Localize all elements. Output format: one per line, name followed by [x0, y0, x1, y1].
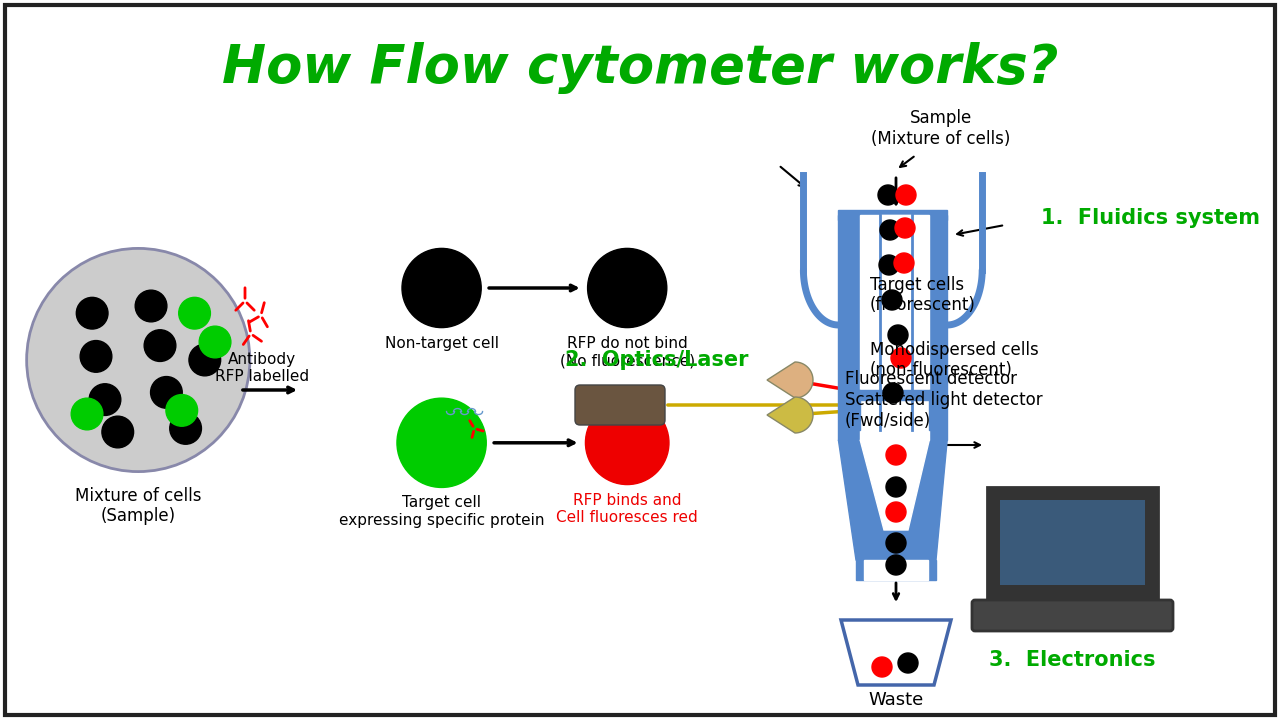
Circle shape [77, 297, 108, 329]
Circle shape [886, 477, 906, 497]
Polygon shape [860, 215, 929, 440]
Circle shape [402, 248, 481, 328]
Text: Waste: Waste [868, 691, 924, 709]
Circle shape [170, 413, 201, 444]
Circle shape [588, 248, 667, 328]
Circle shape [397, 398, 486, 487]
Polygon shape [838, 215, 860, 440]
Circle shape [136, 290, 166, 322]
Circle shape [895, 218, 915, 238]
Polygon shape [841, 620, 951, 685]
Text: 3.  Electronics: 3. Electronics [988, 650, 1156, 670]
Circle shape [27, 248, 250, 472]
Text: Mixture of cells
(Sample): Mixture of cells (Sample) [76, 487, 201, 526]
Text: 1.  Fluidics system: 1. Fluidics system [1041, 208, 1260, 228]
Text: RFP do not bind
(No fluorescence): RFP do not bind (No fluorescence) [559, 336, 695, 368]
Circle shape [90, 384, 120, 415]
Circle shape [882, 290, 902, 310]
Circle shape [72, 398, 102, 430]
Polygon shape [864, 560, 928, 580]
Circle shape [896, 185, 916, 205]
Polygon shape [929, 390, 937, 430]
Text: Target cells
(fluorescent): Target cells (fluorescent) [870, 276, 975, 315]
Text: RFP binds and
Cell fluoresces red: RFP binds and Cell fluoresces red [557, 492, 698, 525]
FancyBboxPatch shape [972, 600, 1172, 631]
Circle shape [891, 348, 911, 368]
Circle shape [878, 185, 899, 205]
Text: How Flow cytometer works?: How Flow cytometer works? [221, 42, 1059, 94]
Polygon shape [852, 390, 860, 430]
Circle shape [81, 341, 111, 372]
Polygon shape [860, 440, 929, 530]
Circle shape [893, 253, 914, 273]
Circle shape [899, 653, 918, 673]
Circle shape [102, 416, 133, 448]
Text: Sample
(Mixture of cells): Sample (Mixture of cells) [872, 109, 1011, 148]
Polygon shape [838, 440, 947, 560]
FancyBboxPatch shape [1000, 500, 1146, 585]
Circle shape [872, 657, 892, 677]
Polygon shape [856, 560, 936, 580]
Circle shape [888, 325, 908, 345]
Circle shape [200, 326, 230, 358]
Circle shape [151, 377, 182, 408]
Circle shape [886, 555, 906, 575]
Text: Antibody
RFP labelled: Antibody RFP labelled [215, 352, 308, 384]
Text: Target cell
expressing specific protein: Target cell expressing specific protein [339, 495, 544, 528]
Text: Monodispersed cells
(non-fluorescent): Monodispersed cells (non-fluorescent) [870, 341, 1039, 379]
Circle shape [883, 383, 902, 403]
Polygon shape [767, 397, 813, 433]
Polygon shape [767, 362, 813, 398]
Circle shape [886, 445, 906, 465]
Circle shape [585, 401, 669, 485]
Circle shape [886, 502, 906, 522]
Circle shape [145, 330, 175, 361]
FancyBboxPatch shape [987, 487, 1158, 598]
Polygon shape [852, 390, 937, 400]
Circle shape [879, 255, 899, 275]
Circle shape [179, 297, 210, 329]
Polygon shape [929, 215, 947, 440]
Text: Non-target cell: Non-target cell [384, 336, 499, 351]
FancyBboxPatch shape [575, 385, 666, 425]
Polygon shape [838, 210, 947, 220]
Text: Fluorescent detector
Scattered light detector
(Fwd/side): Fluorescent detector Scattered light det… [845, 370, 1043, 430]
Circle shape [166, 395, 197, 426]
Circle shape [881, 220, 900, 240]
Polygon shape [881, 215, 911, 420]
Text: 2.  Optics/Laser: 2. Optics/Laser [564, 350, 749, 370]
Circle shape [886, 533, 906, 553]
Circle shape [189, 344, 220, 376]
